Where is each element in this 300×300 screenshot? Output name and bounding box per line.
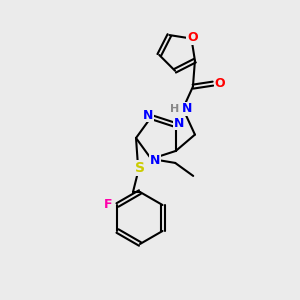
Text: H: H xyxy=(170,103,180,114)
Text: O: O xyxy=(187,31,198,44)
Text: O: O xyxy=(214,77,225,90)
Text: N: N xyxy=(174,117,184,130)
Text: S: S xyxy=(135,161,145,175)
Text: F: F xyxy=(104,199,113,212)
Text: N: N xyxy=(182,102,192,115)
Text: N: N xyxy=(143,109,153,122)
Text: N: N xyxy=(150,154,160,167)
